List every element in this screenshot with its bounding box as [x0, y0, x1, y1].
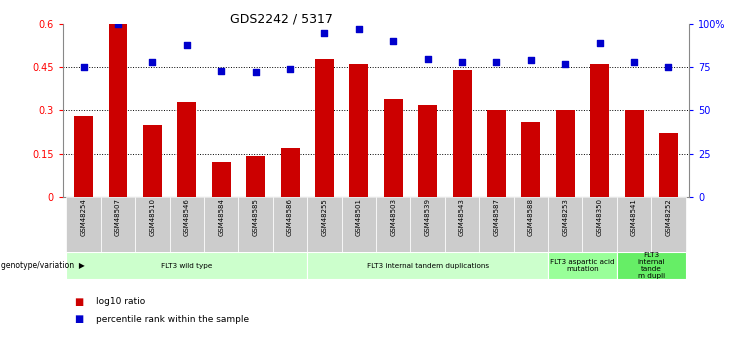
Text: GSM48253: GSM48253 — [562, 198, 568, 236]
Bar — [548, 252, 617, 279]
Bar — [239, 197, 273, 252]
Bar — [376, 197, 411, 252]
Point — [216, 68, 227, 73]
Bar — [350, 65, 368, 197]
Text: GSM48541: GSM48541 — [631, 198, 637, 236]
Text: genotype/variation  ▶: genotype/variation ▶ — [1, 261, 85, 270]
Bar — [273, 197, 308, 252]
Bar — [308, 197, 342, 252]
Bar — [617, 252, 685, 279]
Bar — [659, 134, 678, 197]
Bar — [479, 197, 514, 252]
Text: GSM48503: GSM48503 — [391, 198, 396, 236]
Point — [628, 59, 640, 65]
Bar — [143, 125, 162, 197]
Text: FLT3
internal
tande
m dupli: FLT3 internal tande m dupli — [637, 252, 665, 279]
Point — [594, 40, 605, 46]
Text: GSM48350: GSM48350 — [597, 198, 602, 236]
Point — [353, 27, 365, 32]
Text: FLT3 wild type: FLT3 wild type — [161, 263, 213, 269]
Text: ■: ■ — [74, 314, 83, 324]
Text: log10 ratio: log10 ratio — [96, 297, 145, 306]
Text: GSM48539: GSM48539 — [425, 198, 431, 236]
Bar — [556, 110, 575, 197]
Bar — [315, 59, 334, 197]
Bar — [418, 105, 437, 197]
Text: GSM48546: GSM48546 — [184, 198, 190, 236]
Text: ■: ■ — [74, 297, 83, 307]
Text: GSM48252: GSM48252 — [665, 198, 671, 236]
Text: GSM48585: GSM48585 — [253, 198, 259, 236]
Bar — [135, 197, 170, 252]
Text: GSM48255: GSM48255 — [322, 198, 328, 236]
Text: GSM48501: GSM48501 — [356, 198, 362, 236]
Bar — [308, 252, 548, 279]
Bar — [487, 110, 506, 197]
Bar — [591, 65, 609, 197]
Bar — [514, 197, 548, 252]
Point — [78, 65, 90, 70]
Bar — [101, 197, 136, 252]
Point — [147, 59, 159, 65]
Text: GSM48507: GSM48507 — [115, 198, 121, 236]
Bar — [384, 99, 402, 197]
Text: GSM48584: GSM48584 — [219, 198, 225, 236]
Point — [422, 56, 433, 61]
Bar — [342, 197, 376, 252]
Point — [491, 59, 502, 65]
Bar — [582, 197, 617, 252]
Text: GSM48543: GSM48543 — [459, 198, 465, 236]
Bar — [651, 197, 685, 252]
Bar — [625, 110, 643, 197]
Bar — [177, 102, 196, 197]
Bar — [109, 24, 127, 197]
Bar — [212, 162, 230, 197]
Text: GDS2242 / 5317: GDS2242 / 5317 — [230, 12, 333, 25]
Text: GSM48586: GSM48586 — [287, 198, 293, 236]
Point — [559, 61, 571, 67]
Text: GSM48587: GSM48587 — [494, 198, 499, 236]
Bar — [67, 252, 308, 279]
Bar — [281, 148, 299, 197]
Point — [181, 42, 193, 48]
Bar — [204, 197, 239, 252]
Point — [662, 65, 674, 70]
Bar — [411, 197, 445, 252]
Point — [388, 39, 399, 44]
Point — [456, 59, 468, 65]
Bar — [445, 197, 479, 252]
Point — [525, 58, 536, 63]
Text: GSM48588: GSM48588 — [528, 198, 534, 236]
Point — [112, 21, 124, 27]
Text: percentile rank within the sample: percentile rank within the sample — [96, 315, 250, 324]
Bar — [67, 197, 101, 252]
Bar — [617, 197, 651, 252]
Bar — [170, 197, 204, 252]
Bar — [453, 70, 471, 197]
Point — [284, 66, 296, 72]
Bar — [548, 197, 582, 252]
Text: GSM48254: GSM48254 — [81, 198, 87, 236]
Point — [319, 30, 330, 36]
Bar — [74, 116, 93, 197]
Point — [250, 70, 262, 75]
Bar — [522, 122, 540, 197]
Text: GSM48510: GSM48510 — [150, 198, 156, 236]
Bar — [246, 156, 265, 197]
Text: FLT3 aspartic acid
mutation: FLT3 aspartic acid mutation — [550, 259, 615, 272]
Text: FLT3 internal tandem duplications: FLT3 internal tandem duplications — [367, 263, 489, 269]
